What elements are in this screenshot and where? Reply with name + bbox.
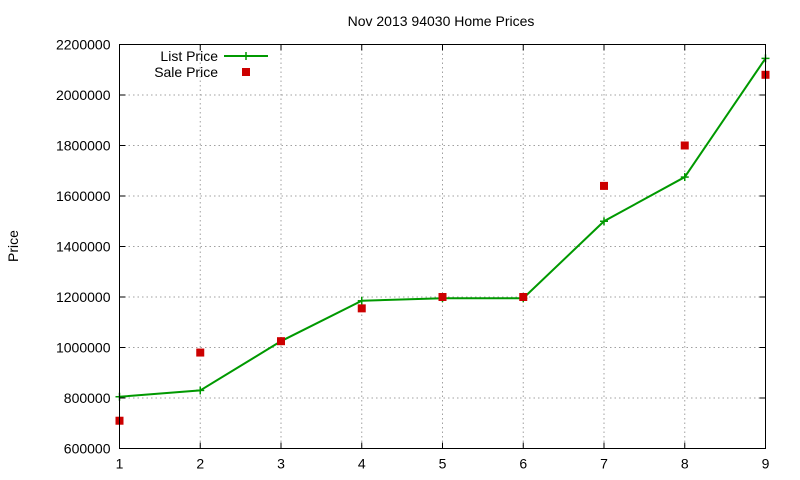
y-tick-label: 1600000 — [56, 188, 111, 204]
legend-label: Sale Price — [154, 64, 218, 80]
sale-price-point — [680, 141, 689, 150]
y-tick-label: 1200000 — [56, 289, 111, 305]
x-tick-label: 2 — [196, 456, 204, 472]
legend-swatch-cross — [242, 52, 250, 60]
x-tick-label: 8 — [681, 456, 689, 472]
x-tick-label: 1 — [116, 456, 124, 472]
legend-swatch-square — [242, 68, 250, 76]
x-tick-label: 3 — [277, 456, 285, 472]
y-tick-label: 800000 — [64, 390, 111, 406]
y-tick-label: 2000000 — [56, 87, 111, 103]
y-tick-label: 600000 — [64, 441, 111, 457]
list-price-point — [357, 296, 366, 305]
list-price-point — [600, 217, 608, 226]
axis-ticks: 1 2 3 4 5 6 7 8 9 600000 800000 1000000 1200000 14000… — [56, 37, 770, 472]
x-tick-label: 4 — [358, 456, 366, 472]
y-tick-label: 1800000 — [56, 138, 111, 154]
list-price-point — [680, 173, 689, 182]
y-tick-label: 1400000 — [56, 239, 111, 255]
sale-price-point — [600, 181, 608, 190]
sale-price-point — [357, 304, 366, 313]
sale-price-point — [277, 337, 285, 346]
list-price-point — [196, 386, 205, 395]
grid-lines — [119, 44, 766, 449]
sale-price-point — [196, 348, 205, 357]
y-tick-label: 1000000 — [56, 340, 111, 356]
sale-price-point — [438, 293, 447, 301]
x-tick-label: 5 — [439, 456, 447, 472]
chart-title: Nov 2013 94030 Home Prices — [348, 13, 535, 29]
series-line-list-price — [119, 57, 767, 398]
legend-label: List Price — [160, 48, 218, 64]
x-tick-label: 9 — [762, 456, 770, 472]
x-tick-label: 6 — [519, 456, 527, 472]
y-tick-label: 2200000 — [56, 37, 111, 53]
y-axis-label: Price — [5, 230, 21, 262]
x-tick-label: 7 — [600, 456, 608, 472]
sale-price-point — [519, 293, 528, 301]
